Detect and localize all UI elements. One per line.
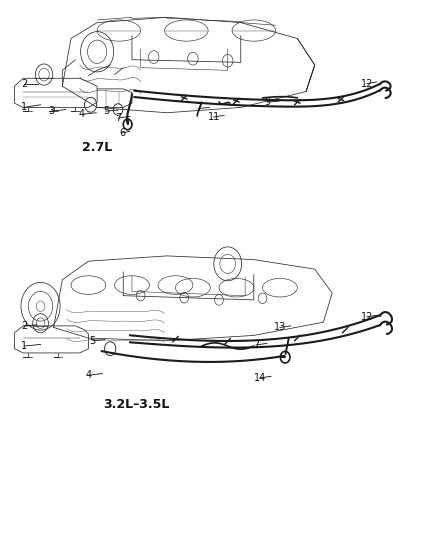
Text: 11: 11	[208, 112, 220, 122]
Text: 4: 4	[85, 370, 92, 380]
Text: 12: 12	[361, 78, 373, 88]
Text: 12: 12	[361, 312, 373, 322]
Text: 2: 2	[21, 321, 27, 331]
Text: 5: 5	[103, 106, 109, 116]
Text: 1: 1	[21, 102, 27, 112]
Text: 7: 7	[195, 103, 201, 114]
Text: 13: 13	[274, 322, 286, 333]
Text: 5: 5	[90, 336, 96, 346]
Text: 7: 7	[253, 340, 259, 350]
Text: 2.7L: 2.7L	[82, 141, 112, 154]
Text: 14: 14	[254, 373, 266, 383]
Text: 3.2L–3.5L: 3.2L–3.5L	[103, 398, 170, 411]
Text: 7: 7	[115, 113, 121, 123]
Text: 1: 1	[21, 341, 27, 351]
Text: 9: 9	[265, 97, 271, 107]
Text: 4: 4	[79, 109, 85, 119]
Text: 6: 6	[119, 128, 125, 138]
Text: 3: 3	[48, 106, 54, 116]
Text: 2: 2	[21, 78, 27, 88]
